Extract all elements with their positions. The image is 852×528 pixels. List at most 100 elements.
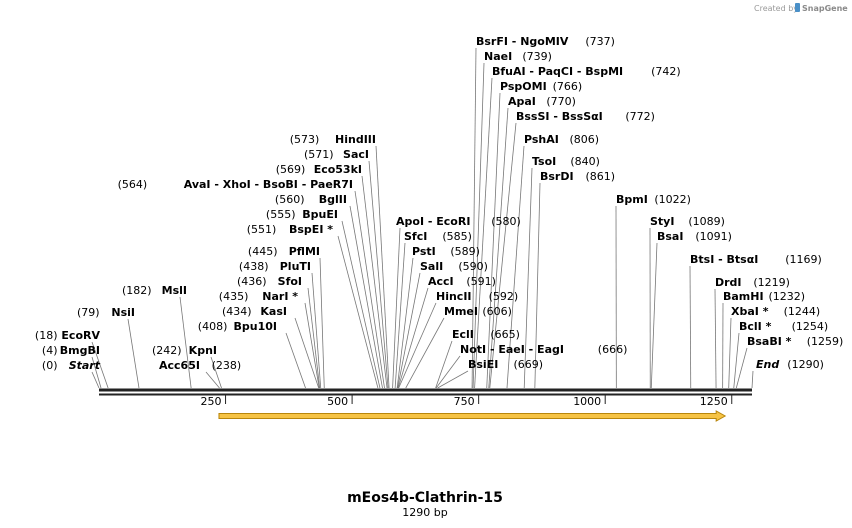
feature-arrow <box>218 410 727 422</box>
site-name: PstI <box>412 245 436 258</box>
site-kasi[interactable]: KasI (434) <box>222 305 287 318</box>
site-position: (182) <box>122 284 152 297</box>
site-leader-line <box>489 122 517 389</box>
site-bsai[interactable]: BsaI (1091) <box>657 230 732 243</box>
site-drdi[interactable]: DrdI (1219) <box>715 276 790 289</box>
site-mmei[interactable]: MmeI (606) <box>444 305 512 318</box>
site-nsii[interactable]: NsiI (79) <box>77 306 135 319</box>
site-bsiei[interactable]: BsiEI (669) <box>468 358 543 371</box>
site-msli[interactable]: MslI (182) <box>122 284 187 297</box>
site-bpuei[interactable]: BpuEI (555) <box>266 208 338 221</box>
site-name: StyI <box>650 215 674 228</box>
site-nari[interactable]: NarI * (435) <box>219 290 298 303</box>
site-bglii[interactable]: BglII (560) <box>275 193 347 206</box>
site-pspomi[interactable]: PspOMI (766) <box>500 80 582 93</box>
site-name: SacI <box>343 148 369 161</box>
site-bsrdi[interactable]: BsrDI (861) <box>540 170 615 183</box>
snapgene-logo-icon <box>795 3 800 12</box>
site-kpni[interactable]: KpnI (242) <box>152 344 217 357</box>
site-name: ApaI <box>508 95 536 108</box>
dna-backbone <box>99 388 752 396</box>
site-tsoi[interactable]: TsoI (840) <box>532 155 600 168</box>
site-acci[interactable]: AccI (591) <box>428 275 496 288</box>
site-position: (1091) <box>695 230 732 243</box>
site-name: HindIII <box>335 133 376 146</box>
site-name: PshAI <box>524 133 559 146</box>
site-name: BclI * <box>739 320 772 333</box>
site-bmgbi[interactable]: BmgBI(4) <box>42 344 100 357</box>
site-position: (438) <box>239 260 269 273</box>
site-name: KasI <box>260 305 287 318</box>
site-name: BsrFI - NgoMIV <box>476 35 569 48</box>
site-position: (560) <box>275 193 305 206</box>
site-bfuai-paqci-bspmi[interactable]: BfuAI - PaqCI - BspMI (742) <box>492 65 681 78</box>
site-acc65i[interactable]: Acc65I (238) <box>159 359 241 372</box>
site-sfoi[interactable]: SfoI (436) <box>237 275 302 288</box>
site-apai[interactable]: ApaI (770) <box>508 95 576 108</box>
site-leader-line <box>435 355 461 389</box>
site-leader-line <box>472 62 485 389</box>
site-name: BssSI - BssSαI <box>516 110 603 123</box>
site-bcli[interactable]: BclI * (1254) <box>739 320 828 333</box>
site-pflmi[interactable]: PflMI (445) <box>248 245 320 258</box>
site-name: BmgBI <box>60 344 100 357</box>
site-leader-line <box>474 77 493 389</box>
site-start[interactable]: Start (0) <box>42 359 101 372</box>
site-position: (591) <box>466 275 496 288</box>
site-bsabi[interactable]: BsaBI * (1259) <box>747 335 843 348</box>
site-leader-line <box>91 341 109 389</box>
site-sfci[interactable]: SfcI (585) <box>404 230 472 243</box>
site-btsi-bts-i[interactable]: BtsI - BtsαI (1169) <box>690 253 822 266</box>
site-bamhi[interactable]: BamHI (1232) <box>723 290 805 303</box>
site-leader-line <box>91 356 102 389</box>
site-ecli[interactable]: EclI (665) <box>452 328 520 341</box>
site-eco53ki[interactable]: Eco53kI (569) <box>276 163 362 176</box>
site-leader-line <box>437 370 469 389</box>
feature-cds-arrow[interactable] <box>218 410 727 422</box>
site-avai-xhoi-bsobi-paer7i[interactable]: AvaI - XhoI - BsoBI - PaeR7I (564) <box>118 178 353 191</box>
site-name: BamHI <box>723 290 764 303</box>
site-position: (606) <box>482 305 512 318</box>
site-styi[interactable]: StyI (1089) <box>650 215 725 228</box>
site-position: (571) <box>304 148 334 161</box>
site-leader-line <box>506 145 525 389</box>
site-naei[interactable]: NaeI (739) <box>484 50 552 63</box>
site-xbai[interactable]: XbaI * (1244) <box>731 305 820 318</box>
site-name: TsoI <box>532 155 556 168</box>
site-psti[interactable]: PstI (589) <box>412 245 480 258</box>
site-bsrfi-ngomiv[interactable]: BsrFI - NgoMIV (737) <box>476 35 615 48</box>
site-sali[interactable]: SalI (590) <box>420 260 488 273</box>
site-position: (766) <box>553 80 583 93</box>
site-hincii[interactable]: HincII (592) <box>436 290 518 303</box>
site-position: (861) <box>586 170 616 183</box>
credit-brand: SnapGene <box>802 4 848 13</box>
site-noti-eaei-eagi[interactable]: NotI - EaeI - EagI (666) <box>460 343 627 356</box>
site-leader-line <box>361 175 388 389</box>
site-ecorv[interactable]: EcoRV(18) <box>35 329 101 342</box>
site-bsssi-bsss-i[interactable]: BssSI - BssSαI (772) <box>516 110 655 123</box>
axis-tick-label: 1250 <box>700 395 728 408</box>
site-apoi-ecori[interactable]: ApoI - EcoRI (580) <box>396 215 521 228</box>
site-bpmi[interactable]: BpmI (1022) <box>616 193 691 206</box>
site-name: MslI <box>162 284 187 297</box>
site-leader-line <box>210 356 222 389</box>
site-name: BpmI <box>616 193 648 206</box>
site-bspei[interactable]: BspEI * (551) <box>247 223 334 236</box>
site-name: BsaBI * <box>747 335 792 348</box>
site-saci[interactable]: SacI (571) <box>304 148 369 161</box>
site-hindiii[interactable]: HindIII (573) <box>290 133 376 146</box>
site-end[interactable]: End (1290) <box>756 358 824 371</box>
site-position: (669) <box>514 358 544 371</box>
bp-axis: 250 500 750 1000 1250 <box>201 395 733 408</box>
axis-tick-label: 1000 <box>573 395 601 408</box>
site-pluti[interactable]: PluTI (438) <box>239 260 311 273</box>
site-name: BsrDI <box>540 170 574 183</box>
site-pshai[interactable]: PshAI (806) <box>524 133 599 146</box>
site-leader-line <box>733 332 740 389</box>
site-position: (742) <box>651 65 681 78</box>
site-bpu10i[interactable]: Bpu10I (408) <box>198 320 277 333</box>
site-position: (1290) <box>787 358 824 371</box>
site-leader-line <box>349 205 383 389</box>
site-leader-line <box>205 371 220 389</box>
